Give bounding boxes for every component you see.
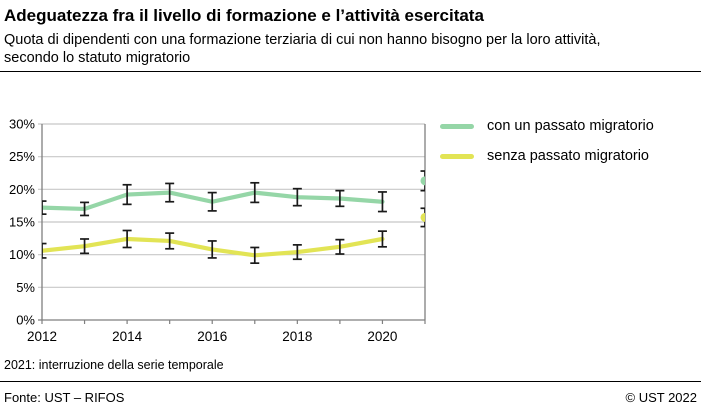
- svg-text:2020: 2020: [367, 329, 397, 344]
- chart-footnote: 2021: interruzione della serie temporale: [4, 358, 224, 372]
- svg-text:5%: 5%: [16, 280, 35, 295]
- svg-text:15%: 15%: [9, 215, 35, 230]
- chart-legend: con un passato migratorio senza passato …: [440, 118, 654, 178]
- svg-text:25%: 25%: [9, 149, 35, 164]
- legend-item-con-passato-migratorio: con un passato migratorio: [440, 118, 654, 134]
- svg-text:2014: 2014: [112, 329, 143, 344]
- header-divider: [0, 71, 701, 72]
- source-text: Fonte: UST – RIFOS: [4, 390, 125, 405]
- svg-text:2016: 2016: [197, 329, 227, 344]
- svg-text:2012: 2012: [27, 329, 57, 344]
- copyright-text: © UST 2022: [625, 390, 698, 405]
- svg-text:30%: 30%: [9, 117, 35, 132]
- legend-item-senza-passato-migratorio: senza passato migratorio: [440, 148, 654, 164]
- svg-text:20%: 20%: [9, 182, 35, 197]
- footer: Fonte: UST – RIFOS © UST 2022: [4, 390, 697, 405]
- page-subtitle: Quota di dipendenti con una formazione t…: [4, 32, 601, 67]
- svg-text:0%: 0%: [16, 313, 35, 328]
- chart-area: 0% 5% 10% 15% 20% 25% 30% 2012 2014 2016 2018 2020 …: [0, 110, 701, 355]
- footer-divider: [0, 381, 701, 382]
- legend-label: senza passato migratorio: [487, 148, 649, 164]
- line-chart: 0% 5% 10% 15% 20% 25% 30% 2012 2014 2016 2018 2020: [9, 117, 426, 344]
- legend-swatch-green: [440, 123, 474, 129]
- svg-text:10%: 10%: [9, 247, 35, 262]
- svg-text:2018: 2018: [282, 329, 312, 344]
- legend-label: con un passato migratorio: [487, 118, 654, 134]
- page-title: Adeguatezza fra il livello di formazione…: [4, 6, 484, 25]
- legend-swatch-yellow: [440, 153, 474, 159]
